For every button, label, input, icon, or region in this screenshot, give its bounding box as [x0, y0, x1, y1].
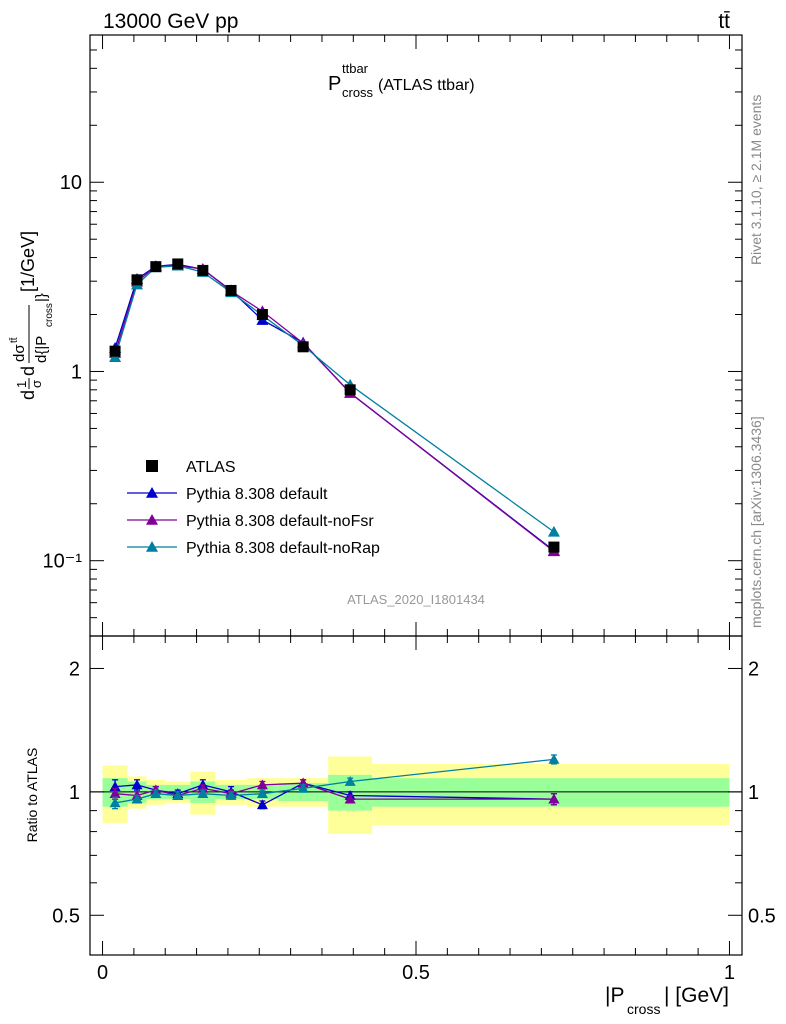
- main-panel: 10⁻¹ 1 10: [43, 34, 743, 637]
- marker-noRap: [547, 525, 560, 537]
- ratio-marker-default: [256, 799, 268, 810]
- svg-text:d{|P: d{|P: [33, 336, 50, 363]
- ratio-line-noRap: [114, 758, 554, 804]
- ratio-marker-noFsr: [548, 793, 560, 804]
- y-tick-label: 1: [71, 361, 82, 383]
- ratio-marker-noFsr: [256, 779, 268, 790]
- marker-data: [131, 274, 143, 286]
- legend-label-noFsr: Pythia 8.308 default-noFsr: [186, 513, 374, 530]
- svg-text:d: d: [18, 366, 38, 376]
- legend-label-data: ATLAS: [186, 459, 236, 476]
- svg-text:1: 1: [14, 381, 29, 388]
- marker-data: [548, 541, 560, 553]
- svg-text:| [GeV]: | [GeV]: [664, 984, 729, 1007]
- marker-data: [344, 384, 356, 396]
- ratio-y-tick-label-right: 1: [748, 782, 759, 804]
- y-tick-label: 10⁻¹: [43, 551, 83, 573]
- marker-data: [197, 264, 209, 276]
- svg-text:cross: cross: [44, 303, 55, 327]
- legend-marker-noRap: [146, 541, 158, 552]
- marker-data: [109, 345, 121, 357]
- ratio-y-tick-label-left: 0.5: [52, 905, 80, 927]
- legend-marker-data: [146, 460, 158, 472]
- x-tick-label: 1: [724, 962, 735, 984]
- marker-data: [256, 309, 268, 321]
- ratio-marker-noRap: [197, 788, 209, 799]
- ratio-marker-noRap: [150, 788, 162, 799]
- legend: ATLAS Pythia 8.308 default Pythia 8.308 de…: [127, 459, 380, 557]
- ratio-line-noFsr: [115, 782, 554, 800]
- ratio-y-tick-label-right: 0.5: [748, 905, 776, 927]
- legend-marker-noFsr: [146, 514, 158, 525]
- plot-title-sub: cross: [342, 85, 374, 100]
- marker-data: [172, 258, 184, 270]
- legend-label-default: Pythia 8.308 default: [186, 486, 328, 503]
- x-tick-label: 0: [97, 962, 108, 984]
- ratio-marker-noRap: [548, 753, 560, 764]
- marker-data: [297, 341, 309, 353]
- ratio-marker-noFsr: [344, 793, 356, 804]
- ratio-marker-noRap: [225, 789, 237, 800]
- svg-text:d: d: [18, 390, 38, 400]
- rivet-label: Rivet 3.1.10, ≥ 2.1M events: [748, 95, 764, 265]
- marker-data: [150, 261, 162, 273]
- energy-label: 13000 GeV pp: [103, 10, 238, 33]
- y-tick-label: 10: [60, 172, 82, 194]
- ratio-panel: 0 0.5 1 0.5 0.5 1 1 2 2: [52, 635, 776, 984]
- main-ylabel: d 1 σ d dσ tt̄ d{|P cross |} [1/GeV]: [8, 231, 55, 400]
- ratio-line-default: [115, 782, 554, 806]
- mcplots-label: mcplots.cern.ch [arXiv:1306.3436]: [748, 416, 764, 628]
- svg-text:|P: |P: [605, 984, 624, 1007]
- svg-text:[1/GeV]: [1/GeV]: [18, 231, 38, 292]
- ratio-marker-noRap: [297, 782, 309, 793]
- ratio-marker-noRap: [256, 788, 268, 799]
- ratio-y-tick-label-left: 1: [69, 782, 80, 804]
- svg-text:σ: σ: [29, 380, 44, 388]
- plot-title-main: P: [328, 73, 341, 95]
- legend-marker-default: [146, 487, 158, 498]
- ratio-marker-noRap: [109, 797, 121, 808]
- process-label: tt̄: [718, 10, 730, 33]
- ratio-y-tick-label-left: 2: [69, 658, 80, 680]
- plot-title-suffix: (ATLAS ttbar): [378, 77, 475, 94]
- ratio-y-tick-label-right: 2: [748, 658, 759, 680]
- marker-data: [225, 284, 237, 296]
- ratio-ylabel: Ratio to ATLAS: [24, 748, 40, 843]
- ratio-marker-noRap: [344, 775, 356, 786]
- plot-title: P ttbar cross (ATLAS ttbar): [328, 61, 475, 100]
- x-tick-label: 0.5: [402, 962, 430, 984]
- svg-text:tt̄: tt̄: [8, 337, 20, 343]
- series-line-default: [114, 263, 555, 552]
- ratio-marker-noRap: [172, 789, 184, 800]
- analysis-watermark: ATLAS_2020_I1801434: [347, 592, 485, 607]
- ratio-marker-noRap: [131, 793, 143, 804]
- ratio-marker-default: [131, 779, 143, 790]
- xlabel: |P cross | [GeV]: [605, 984, 729, 1017]
- svg-text:cross: cross: [627, 1001, 660, 1017]
- series-line-noFsr: [114, 265, 555, 552]
- series-line-noRap: [114, 265, 555, 533]
- svg-text:dσ: dσ: [11, 344, 28, 362]
- svg-text:|}: |}: [33, 293, 50, 302]
- legend-label-noRap: Pythia 8.308 default-noRap: [186, 540, 380, 557]
- plot-title-sup: ttbar: [342, 61, 369, 76]
- ratio-marker-noFsr: [109, 788, 121, 799]
